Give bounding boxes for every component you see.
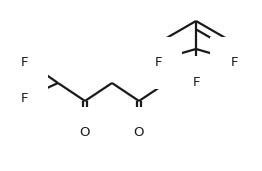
Text: O: O [80, 127, 90, 140]
Text: O: O [134, 127, 144, 140]
Text: F: F [192, 76, 200, 89]
Text: F: F [154, 56, 162, 69]
Text: F: F [20, 56, 28, 69]
Text: F: F [20, 91, 28, 104]
Text: F: F [230, 56, 238, 69]
